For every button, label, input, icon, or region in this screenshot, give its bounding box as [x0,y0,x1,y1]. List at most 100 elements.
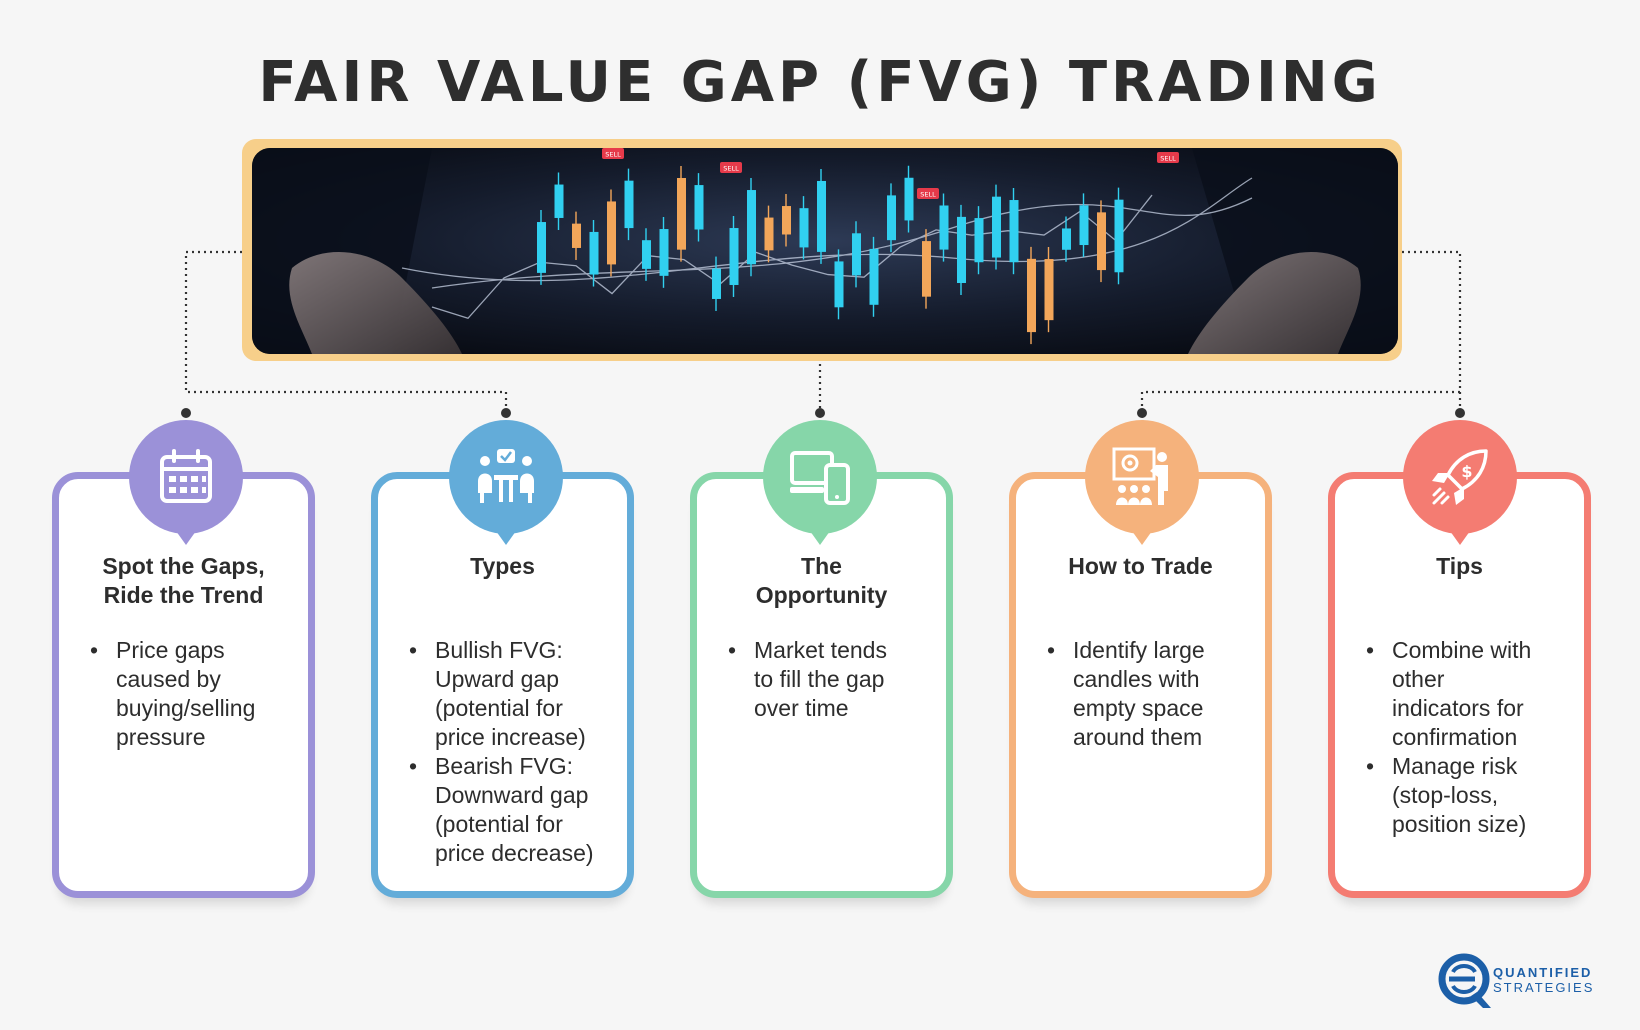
bullet-line: confirmation [1392,724,1518,750]
candle-body [799,208,809,248]
candle-body [852,233,861,276]
candle-body [922,241,931,297]
presentation-icon [1112,447,1168,505]
candle-body [817,180,826,252]
card-title-line: Opportunity [755,582,888,608]
bullet-item: Bearish FVG: Downward gap (potential for… [409,752,594,868]
card-title-line: How to Trade [1068,553,1213,579]
card-title: The Opportunity [690,552,953,610]
candle-body [939,205,949,250]
candle-body [1079,205,1089,246]
bullet-line: Bullish FVG: [435,637,563,663]
bullet-line: Price gaps [116,637,225,663]
sell-tag [720,162,742,173]
card-title: How to Trade [1009,552,1272,581]
svg-text:$: $ [1461,462,1472,481]
sell-tag-label: SELL [723,165,739,173]
candle-body [554,184,564,218]
connector-lines [181,250,1465,418]
candle-body [957,216,966,283]
bullet-line: empty space [1073,695,1204,721]
bullet-line: price decrease) [435,840,594,866]
candle-body [572,223,581,248]
bullet-line: Downward gap [435,782,589,808]
right-hand-icon [1188,251,1361,354]
sell-tag [602,148,624,159]
page-title: FAIR VALUE GAP (FVG) TRADING [258,50,1382,115]
candle-body [1062,228,1071,250]
badge-spot-the-gaps [129,420,243,545]
bullet-line: price increase) [435,724,586,750]
calendar-icon [160,449,212,503]
candle-body [747,190,756,265]
bullet-line: Market tends [754,637,887,663]
bullet-line: buying/selling [116,695,256,721]
bullet-item: Bullish FVG: Upward gap (potential for p… [409,636,594,752]
candle-body [694,185,704,230]
candle-body [974,218,984,263]
bullet-item: Combine with other indicators for confir… [1366,636,1531,752]
candle-body [624,180,634,229]
card-bullet-list: Identify large candles with empty space … [1047,636,1205,752]
candle-body [992,196,1001,258]
candle-body [712,268,721,299]
candle-body [887,195,896,241]
curve-line [401,177,1253,282]
bullet-item: Identify large candles with empty space … [1047,636,1205,752]
bullet-item: Market tends to fill the gap over time [728,636,887,723]
badge-opportunity [763,420,877,545]
candle-body [869,248,879,305]
team-meeting-icon [478,449,534,503]
sell-tag [917,188,939,199]
bullet-line: other [1392,666,1445,692]
bullet-line: Bearish FVG: [435,753,574,779]
candle-body [834,261,844,308]
card-bullet-list: Combine with other indicators for confir… [1366,636,1531,839]
card-title: Types [371,552,634,581]
candle-body [537,222,546,273]
candlestick-chart-image: SELL SELL SELL SELL [252,148,1398,354]
candle-body [1027,258,1036,333]
bullet-item: Manage risk (stop-loss, position size) [1366,752,1531,839]
card-title-line: Ride the Trend [103,582,264,608]
candle-body [782,206,791,235]
bullet-line: over time [754,695,849,721]
bullet-line: Identify large [1073,637,1205,663]
bullet-line: Manage risk [1392,753,1518,779]
bullet-line: to fill the gap [754,666,885,692]
card-title: Spot the Gaps, Ride the Trend [52,552,315,610]
badge-how-to-trade [1085,420,1199,545]
bullet-item: Price gaps caused by buying/selling pres… [90,636,255,752]
candle-body [589,231,599,275]
left-hand-icon [289,251,462,354]
sell-tag [1157,152,1179,163]
candle-body [729,228,739,285]
sell-tag-label: SELL [1160,155,1176,163]
trend-line [431,194,1153,320]
card-title-line: Tips [1436,553,1483,579]
card-title: Tips [1328,552,1591,581]
badge-tips: $ [1403,420,1517,545]
rocket-icon: $ [1432,449,1488,505]
card-title-line: Spot the Gaps, [102,553,265,579]
devices-icon [790,451,850,505]
bullet-line: around them [1073,724,1203,750]
bullet-line: caused by [116,666,221,692]
bullet-line: candles with [1073,666,1200,692]
badge-types [449,420,563,545]
candle-body [1097,212,1106,271]
bullet-line: pressure [116,724,206,750]
sell-tag-label: SELL [920,191,936,199]
candle-body [659,229,669,276]
banner-image: SELL SELL SELL SELL [252,148,1398,354]
candle-body [764,217,774,251]
bullet-line: position size) [1392,811,1527,837]
bullet-line: Combine with [1392,637,1532,663]
card-bullet-list: Price gaps caused by buying/selling pres… [90,636,255,752]
bullet-line: (stop-loss, [1392,782,1499,808]
candle-body [904,177,914,221]
candle-body [1044,259,1054,321]
candle-body [607,201,616,265]
logo-wordmark-line2: STRATEGIES [1493,980,1595,995]
card-bullet-list: Bullish FVG: Upward gap (potential for p… [409,636,594,868]
